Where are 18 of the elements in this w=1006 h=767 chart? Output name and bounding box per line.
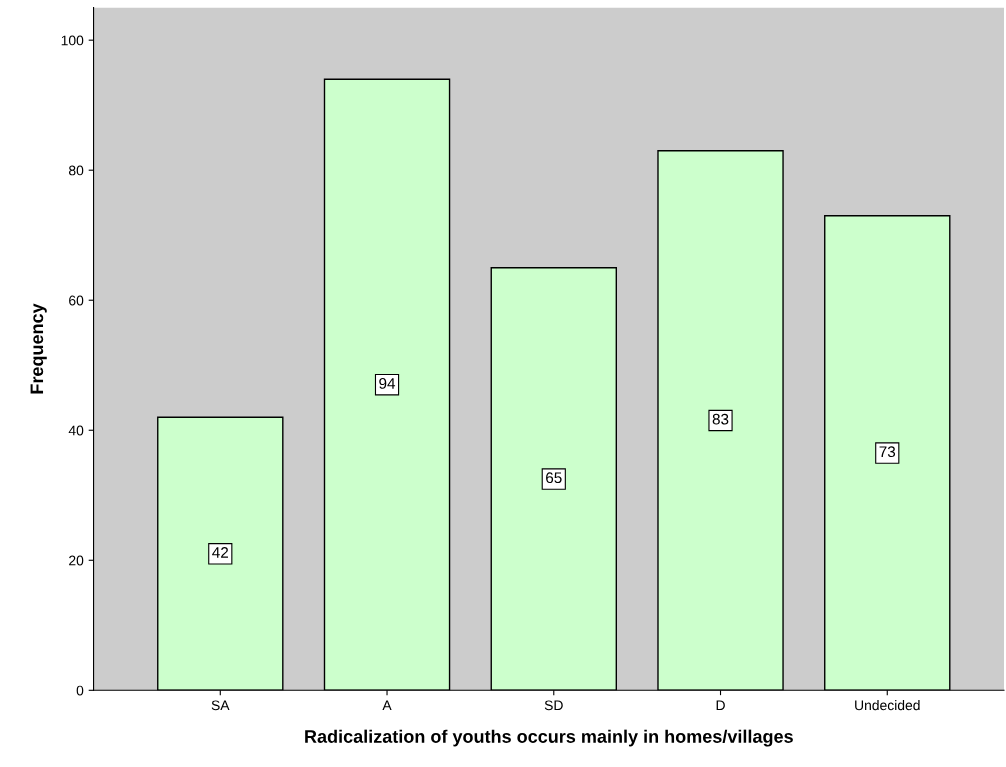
x-axis-title: Radicalization of youths occurs mainly in homes/villages: [305, 729, 793, 747]
data-label: 42: [212, 547, 229, 558]
y-tick-label: 20: [69, 555, 84, 566]
x-tick-label: A: [382, 700, 392, 711]
x-tick-label: D: [716, 700, 725, 711]
y-tick-label: 60: [69, 295, 84, 306]
y-tick-label: 80: [68, 165, 84, 176]
y-tick-label: 0: [76, 685, 84, 696]
data-label: 83: [712, 413, 729, 425]
data-label: 94: [379, 378, 396, 389]
y-tick-label: 40: [68, 425, 84, 436]
y-tick-label: 100: [61, 35, 84, 46]
data-label: 65: [546, 472, 562, 484]
x-tick-label: Undecided: [855, 700, 920, 711]
x-tick-label: SD: [544, 700, 563, 711]
data-label: 73: [879, 446, 896, 458]
x-tick-label: SA: [211, 700, 230, 711]
y-axis-title: Frequency: [30, 303, 47, 394]
